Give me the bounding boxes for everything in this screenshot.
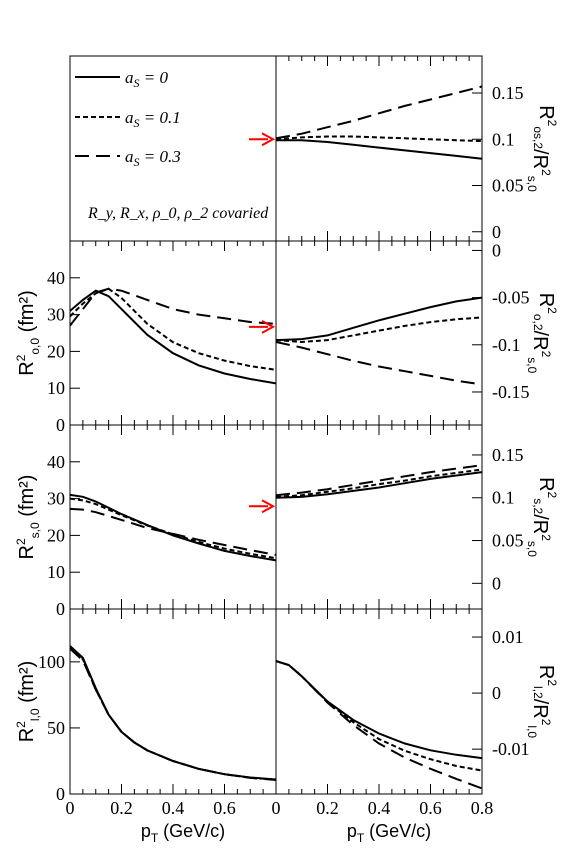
panel-frame-right-3 xyxy=(275,424,483,610)
y-tick-label: -0.01 xyxy=(492,739,530,759)
panel-frame-left-4 xyxy=(69,608,277,795)
reference-arrow-icon xyxy=(249,499,276,514)
series-line-solid xyxy=(70,493,276,562)
x-tick-label: 0.2 xyxy=(110,798,133,818)
series-line-dashed xyxy=(276,341,482,386)
panel-frame-right-2 xyxy=(275,240,483,426)
y-tick-label: 0 xyxy=(492,573,501,593)
x-tick-label: 0.2 xyxy=(316,798,339,818)
y-tick-label: 0.15 xyxy=(492,83,524,103)
series-line-solid xyxy=(276,471,482,499)
panel-left-4: 0 50 100 0 0.2 0.4 0.6 pT (GeV/c) R2l,0 (fm²) xyxy=(14,608,277,845)
series-line-solid xyxy=(70,289,276,385)
y-axis-label-3: R2s,0 (fm²) xyxy=(14,475,42,560)
legend-entry-1: aS = 0.1 xyxy=(125,108,181,130)
y-tick-label: 0 xyxy=(492,240,501,260)
y-tick-label: 0.05 xyxy=(492,531,524,551)
x-tick-label: 0.4 xyxy=(368,798,391,818)
series-line-dotted xyxy=(70,646,276,781)
series-line-dashed xyxy=(276,660,482,790)
x-tick-label: 0.4 xyxy=(162,798,185,818)
series-line-dotted xyxy=(276,316,482,344)
y-tick-label: 40 xyxy=(47,268,65,288)
y-tick-label: 10 xyxy=(47,378,65,398)
series-line-dashed xyxy=(70,507,276,556)
y-tick-label: 0.05 xyxy=(492,176,524,196)
y-tick-label: 0.01 xyxy=(492,627,524,647)
covaried-note: R_y, R_x, ρ_0, ρ_2 covaried xyxy=(87,205,269,222)
panel-right-4: 0.01 0 -0.01 0 0.2 0.4 0.6 0.8 pT (GeV/c) R2l,2/R… xyxy=(272,608,559,845)
y-axis-label-0: R2os,2/R2s,0 xyxy=(525,105,559,192)
legend-entry-0: aS = 0 xyxy=(125,68,168,90)
panel-frame-right-4 xyxy=(275,608,483,795)
y-axis-label-4: R2s,2/R2s,0 xyxy=(525,477,559,557)
panel-frame-left-2 xyxy=(69,240,277,426)
series-line-dotted xyxy=(70,497,276,560)
y-tick-label: 100 xyxy=(38,652,65,672)
y-tick-label: 20 xyxy=(47,525,65,545)
x-tick-label: 0.6 xyxy=(213,798,236,818)
x-tick-label: 0.8 xyxy=(471,798,494,818)
panel-frame-left-3 xyxy=(69,424,277,610)
x-tick-label: 0 xyxy=(272,798,281,818)
series-line-dashed xyxy=(276,85,482,140)
series-line-dashed xyxy=(70,647,276,781)
y-tick-label: -0.1 xyxy=(492,335,521,355)
series-line-dotted xyxy=(276,135,482,143)
series-line-solid xyxy=(276,296,482,342)
x-tick-label: 0 xyxy=(66,798,75,818)
reference-arrow-icon xyxy=(249,132,276,147)
y-tick-label: 0 xyxy=(56,415,65,435)
y-tick-label: -0.05 xyxy=(492,288,530,308)
legend-entry-2: aS = 0.3 xyxy=(125,147,181,169)
x-axis-label: pT (GeV/c) xyxy=(141,821,225,845)
y-tick-label: 40 xyxy=(47,452,65,472)
y-tick-label: 20 xyxy=(47,341,65,361)
y-tick-label: 0 xyxy=(492,222,501,242)
y-tick-label: 30 xyxy=(47,489,65,509)
panel-right-2: 0 -0.05 -0.1 -0.15 R2o,2/R2s,0 xyxy=(249,240,559,426)
y-tick-label: 0 xyxy=(492,683,501,703)
y-axis-label-6: R2l,2/R2l,0 xyxy=(525,665,559,739)
x-axis-label: pT (GeV/c) xyxy=(347,821,431,845)
x-tick-label: 0.6 xyxy=(419,798,442,818)
y-tick-label: 0.15 xyxy=(492,445,524,465)
series-line-solid xyxy=(276,139,482,160)
y-axis-label-1: R2o,0 (fm²) xyxy=(14,290,42,376)
series-line-dotted xyxy=(70,287,276,371)
y-tick-label: 10 xyxy=(47,562,65,582)
series-line-dashed xyxy=(70,287,276,327)
y-tick-label: 50 xyxy=(47,718,65,738)
y-tick-label: 0.1 xyxy=(492,488,515,508)
y-tick-label: 30 xyxy=(47,305,65,325)
series-line-dashed xyxy=(276,464,482,497)
y-tick-label: 0 xyxy=(56,599,65,619)
series-line-dotted xyxy=(276,660,482,772)
y-tick-label: 0.1 xyxy=(492,129,515,149)
legend-panel: aS = 0 aS = 0.1 aS = 0.3 R_y, R_x, ρ_0, … xyxy=(69,55,277,242)
series-line-dotted xyxy=(276,468,482,498)
y-axis-label-2: R2o,2/R2s,0 xyxy=(525,293,559,374)
y-axis-label-5: R2l,0 (fm²) xyxy=(14,661,42,743)
series-line-solid xyxy=(70,645,276,781)
reference-arrow-icon xyxy=(249,319,276,334)
y-tick-label: -0.15 xyxy=(492,382,530,402)
y-tick-label: 0 xyxy=(56,784,65,804)
